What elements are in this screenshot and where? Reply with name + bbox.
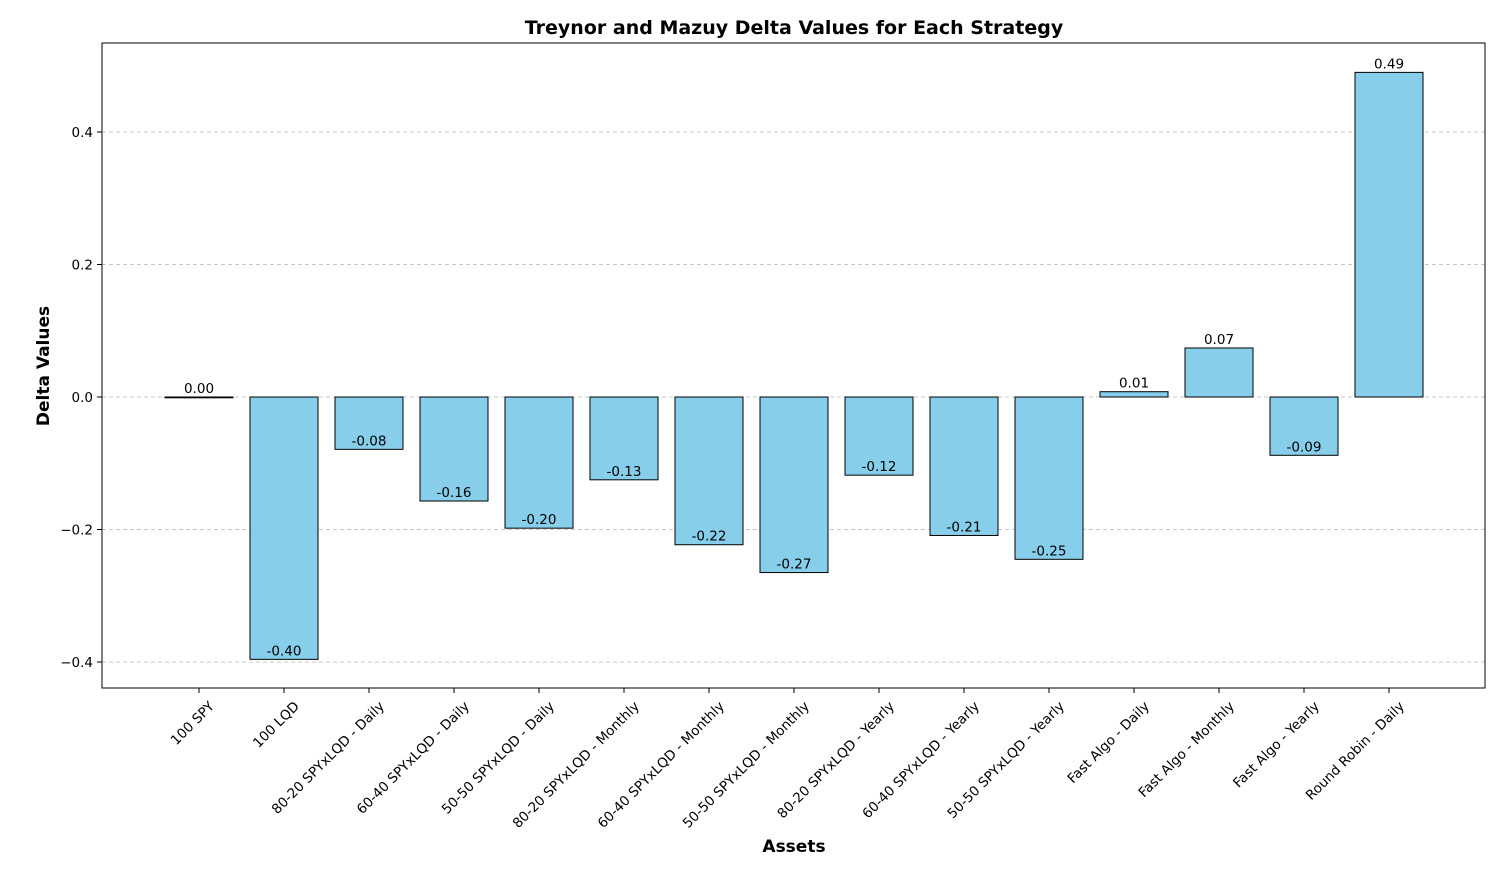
x-tick-label: Round Robin - Daily: [1303, 699, 1408, 804]
bar: [1354, 71, 1424, 398]
x-tick-label: Fast Algo - Monthly: [1135, 699, 1237, 801]
bar-value-label: 0.07: [1204, 332, 1234, 348]
y-tick-label: −0.2: [60, 523, 93, 539]
bar-value-label: -0.40: [267, 643, 302, 659]
bar: [1184, 347, 1254, 398]
bar-value-label: -0.08: [352, 433, 387, 449]
bar-value-label: -0.16: [437, 485, 472, 501]
x-tick-label: Fast Algo - Daily: [1065, 699, 1153, 787]
bar: [164, 396, 234, 399]
y-axis: −0.4 −0.2 0.0 0.2 0.4: [60, 125, 102, 671]
bar-value-label: 0.01: [1119, 376, 1149, 392]
x-axis-label: Assets: [762, 837, 825, 857]
bar: [844, 396, 914, 476]
bar: [504, 396, 574, 529]
bar-value-label: -0.27: [777, 557, 812, 573]
y-tick-label: 0.0: [72, 390, 93, 406]
bar-value-label: 0.49: [1374, 56, 1404, 72]
bar: [249, 396, 319, 660]
x-tick-label: 100 SPY: [168, 698, 219, 749]
x-tick-label: Fast Algo - Yearly: [1230, 699, 1323, 792]
bar: [1099, 391, 1169, 398]
y-tick-label: 0.2: [72, 258, 93, 274]
data-labels: 0.00 -0.40 -0.08 -0.16 -0.20 -0.13 -0.22 -0.27 -…: [184, 56, 1404, 659]
bar-value-label: -0.12: [862, 459, 897, 475]
bars: [164, 71, 1424, 660]
bar: [589, 396, 659, 481]
bar-value-label: -0.22: [692, 529, 727, 545]
bar-value-label: -0.20: [522, 512, 557, 528]
bar-value-label: -0.25: [1032, 543, 1067, 559]
bar: [1014, 396, 1084, 560]
bar: [929, 396, 999, 536]
bar: [1269, 396, 1339, 456]
bar: [759, 396, 829, 574]
bar-value-label: -0.13: [607, 464, 642, 480]
chart-title: Treynor and Mazuy Delta Values for Each …: [525, 17, 1064, 39]
bar-value-label: -0.21: [947, 519, 982, 535]
y-tick-label: −0.4: [60, 655, 93, 671]
bar-value-label: 0.00: [184, 381, 214, 397]
bar: [334, 396, 404, 450]
x-tick-label: 100 LQD: [250, 699, 303, 752]
bar: [419, 396, 489, 502]
bar-value-label: -0.09: [1287, 439, 1322, 455]
y-axis-label: Delta Values: [34, 306, 54, 426]
y-tick-label: 0.4: [72, 125, 93, 141]
bar: [674, 396, 744, 546]
